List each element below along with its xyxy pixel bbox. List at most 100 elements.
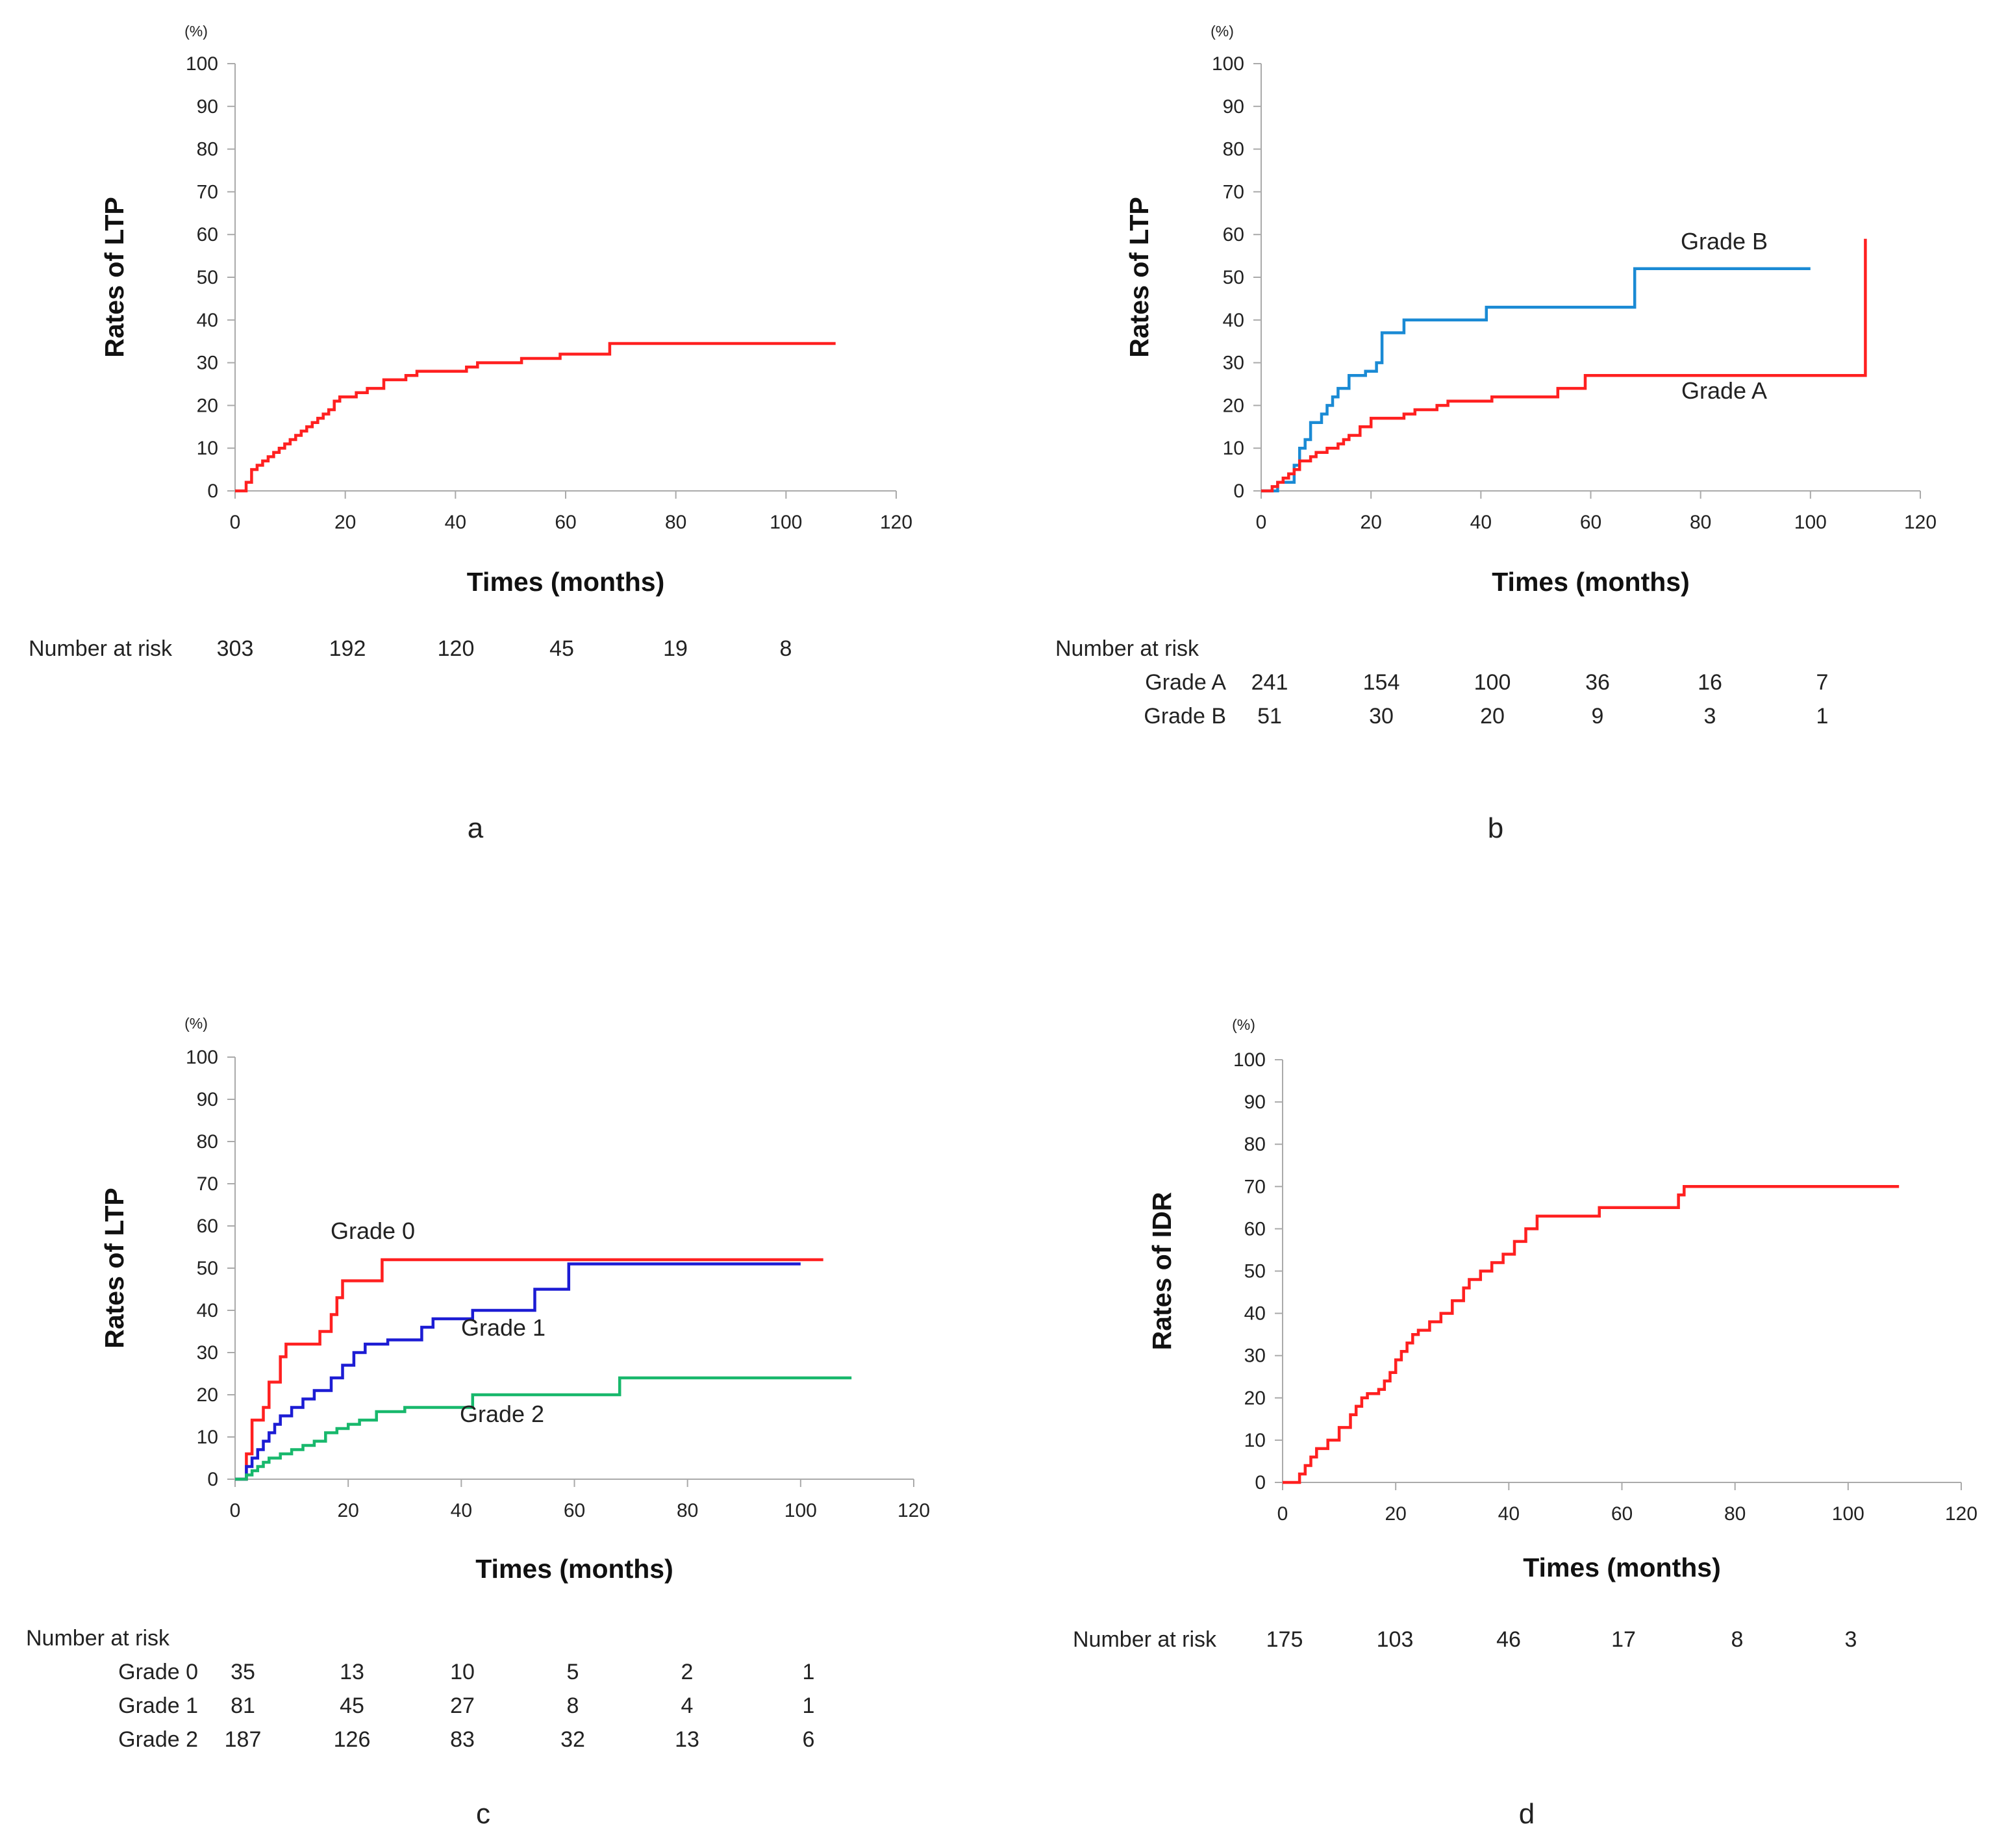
panel-c-series-label-grade-1: Grade 1 (461, 1314, 546, 1341)
panel-a-x-tick-label: 20 (334, 512, 356, 533)
panel-a-x-tick-label: 80 (665, 512, 686, 533)
panel-a-y-tick-label: 70 (197, 181, 218, 203)
panel-a-y-tick-label: 40 (197, 310, 218, 331)
panel-c-y-tick-label: 90 (197, 1089, 218, 1110)
panel-b-x-tick-label: 20 (1360, 512, 1381, 533)
panel-b-y-tick-label: 80 (1223, 139, 1244, 160)
panel-c-risk-row-label: Grade 0 (118, 1660, 198, 1684)
panel-d-y-tick-label: 60 (1244, 1218, 1266, 1240)
panel-c-risk-value: 10 (450, 1660, 475, 1684)
panel-c-x-tick-label: 0 (230, 1500, 241, 1521)
panel-d-risk-value: 17 (1611, 1627, 1636, 1652)
panel-c-x-tick-label: 80 (677, 1500, 698, 1521)
panel-d-risk-table-title: Number at risk (1073, 1627, 1217, 1652)
panel-b-risk-table-title: Number at risk (1055, 636, 1199, 661)
panel-d-y-axis-label: Rates of IDR (1147, 1192, 1177, 1351)
panel-b-x-tick-label: 40 (1470, 512, 1492, 533)
panel-b-x-axis-label: Times (months) (1492, 567, 1690, 597)
panel-b-risk-value: 30 (1369, 704, 1394, 729)
panel-b-x-tick-label: 0 (1256, 512, 1267, 533)
panel-b-y-tick-label: 30 (1223, 353, 1244, 374)
panel-d-risk-value: 46 (1496, 1627, 1521, 1652)
panel-c-y-tick-label: 100 (186, 1047, 218, 1068)
panel-b-risk-value: 3 (1704, 704, 1716, 729)
panel-a-x-tick-label: 100 (770, 512, 802, 533)
panel-b-risk-value: 36 (1585, 670, 1610, 695)
panel-c-y-tick-label: 80 (197, 1131, 218, 1153)
panel-d-x-tick-label: 0 (1277, 1503, 1288, 1525)
panel-d-y-tick-label: 70 (1244, 1176, 1266, 1197)
panel-a-x-tick-label: 60 (555, 512, 576, 533)
panel-a-letter: a (468, 812, 484, 844)
panel-c-x-tick-label: 20 (337, 1500, 358, 1521)
panel-a-x-tick-label: 40 (445, 512, 466, 533)
panel-a-y-axis-label: Rates of LTP (99, 197, 129, 358)
panel-a-x-axis-label: Times (months) (467, 567, 665, 597)
panel-b-y-tick-label: 20 (1223, 395, 1244, 416)
panel-d-risk-value: 103 (1377, 1627, 1414, 1652)
panel-b-x-tick-label: 60 (1580, 512, 1601, 533)
panel-d-x-tick-label: 20 (1385, 1503, 1406, 1525)
panel-c-risk-value: 187 (225, 1727, 262, 1752)
panel-b-y-tick-label: 90 (1223, 96, 1244, 118)
panel-c-risk-value: 1 (803, 1660, 815, 1684)
panel-c-risk-value: 81 (231, 1693, 255, 1718)
panel-b-y-tick-label: 60 (1223, 224, 1244, 245)
panel-b-y-tick-label: 40 (1223, 310, 1244, 331)
panel-d-x-tick-label: 80 (1724, 1503, 1746, 1525)
panel-c-y-tick-label: 10 (197, 1427, 218, 1448)
panel-c-y-tick-label: 40 (197, 1300, 218, 1321)
panel-a-unit-label: (%) (184, 23, 208, 40)
panel-c-series-label-grade-2: Grade 2 (460, 1401, 544, 1427)
panel-a-y-tick-label: 10 (197, 438, 218, 459)
panel-d-risk-value: 175 (1266, 1627, 1303, 1652)
panel-d-y-tick-label: 0 (1255, 1472, 1266, 1493)
panel-b-risk-value: 154 (1363, 670, 1400, 695)
panel-b-risk-value: 100 (1474, 670, 1511, 695)
panel-d-x-tick-label: 40 (1498, 1503, 1520, 1525)
panel-a-y-tick-label: 50 (197, 267, 218, 288)
panel-b-curve-grade-a (1261, 238, 1867, 493)
panel-a-x-tick-label: 0 (230, 512, 241, 533)
panel-c-risk-value: 5 (567, 1660, 579, 1684)
panel-b-risk-value: 51 (1257, 704, 1282, 729)
panel-b-series-label-grade-a: Grade A (1681, 377, 1767, 404)
panel-a-risk-value: 120 (438, 636, 475, 661)
panel-c-x-tick-label: 60 (564, 1500, 585, 1521)
panel-d-unit-label: (%) (1232, 1016, 1255, 1033)
panel-c-unit-label: (%) (184, 1015, 208, 1032)
panel-d-y-tick-label: 50 (1244, 1261, 1266, 1282)
panel-d-x-axis-label: Times (months) (1523, 1553, 1721, 1582)
panel-c-x-axis-label: Times (months) (475, 1554, 673, 1584)
panel-c-risk-value: 32 (560, 1727, 585, 1752)
panel-d-x-tick-label: 100 (1832, 1503, 1864, 1525)
panel-d-y-tick-label: 90 (1244, 1092, 1266, 1113)
panel-a-risk-value: 8 (780, 636, 792, 661)
panel-c-risk-value: 35 (231, 1660, 255, 1684)
panel-d-y-tick-label: 20 (1244, 1388, 1266, 1409)
panel-b-unit-label: (%) (1211, 23, 1234, 40)
panel-c-risk-value: 6 (803, 1727, 815, 1752)
panel-b-x-tick-label: 100 (1794, 512, 1827, 533)
panel-c-y-tick-label: 0 (207, 1469, 218, 1490)
panel-c-risk-value: 83 (450, 1727, 475, 1752)
panel-a-risk-value: 303 (217, 636, 254, 661)
panel-b-y-axis-label: Rates of LTP (1124, 197, 1154, 358)
panel-b-risk-row-label: Grade B (1144, 704, 1226, 729)
panel-c-risk-value: 27 (450, 1693, 475, 1718)
panel-c-series-label-grade-0: Grade 0 (331, 1217, 415, 1244)
panel-b-risk-value: 20 (1480, 704, 1505, 729)
panel-b-risk-value: 241 (1251, 670, 1288, 695)
panel-b-risk-value: 16 (1698, 670, 1722, 695)
panel-b-letter: b (1488, 812, 1503, 844)
panel-d-y-tick-label: 10 (1244, 1430, 1266, 1451)
panel-c-y-tick-label: 20 (197, 1384, 218, 1406)
panel-d-y-tick-label: 80 (1244, 1134, 1266, 1155)
panel-b-series-label-grade-b: Grade B (1681, 228, 1768, 255)
panel-c-risk-row-label: Grade 1 (118, 1693, 198, 1718)
panel-a-y-tick-label: 90 (197, 96, 218, 118)
panel-c-risk-value: 1 (803, 1693, 815, 1718)
panel-c-letter: c (476, 1798, 490, 1830)
panel-c-risk-value: 45 (340, 1693, 364, 1718)
